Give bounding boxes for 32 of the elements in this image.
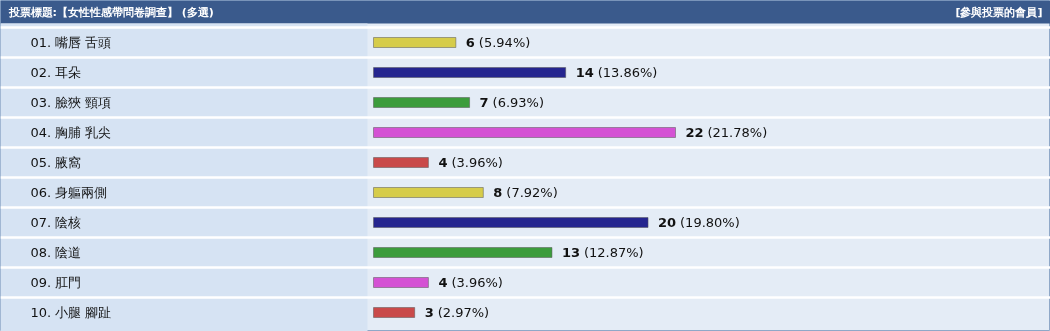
data-label: 7 (6.93%) (479, 95, 545, 110)
data-label: 4 (3.96%) (438, 155, 503, 170)
y-tick-label: 09. 肛門 (30, 275, 82, 290)
text: 投票標題:【女性性感帶問卷調查】 (多選) (7, 6, 214, 19)
y-tick-label: 01. 嘴唇 舌頭 (30, 35, 112, 50)
bar (373, 187, 484, 198)
y-tick-label: 03. 臉狹 頸項 (30, 95, 112, 110)
y-tick-label: 02. 耳朵 (30, 65, 82, 80)
data-label: 20 (19.80%) (658, 215, 740, 230)
data-label: 3 (2.97%) (424, 305, 490, 320)
y-tick-label: 06. 身軀兩側 (30, 185, 108, 200)
y-tick-label: 05. 腋窩 (30, 155, 82, 170)
y-tick-label: 08. 陰道 (30, 245, 82, 260)
bar (373, 307, 415, 318)
bar (373, 127, 676, 138)
text: [參與投票的會員] (955, 6, 1043, 19)
bar (373, 37, 457, 48)
y-tick-label: 04. 胸脯 乳尖 (30, 125, 112, 140)
bar (373, 97, 470, 108)
data-label: 14 (13.86%) (575, 65, 658, 80)
bar (373, 277, 429, 288)
data-label: 8 (7.92%) (493, 185, 558, 200)
bar (373, 67, 566, 78)
bar (373, 247, 553, 258)
data-label: 13 (12.87%) (561, 245, 644, 260)
data-label: 22 (21.78%) (685, 125, 768, 140)
y-tick-label: 07. 陰核 (30, 215, 82, 230)
bar (373, 157, 429, 168)
data-label: 6 (5.94%) (465, 35, 531, 50)
data-label: 4 (3.96%) (438, 275, 503, 290)
bar (373, 217, 649, 228)
y-tick-label: 10. 小腿 腳趾 (30, 305, 112, 320)
